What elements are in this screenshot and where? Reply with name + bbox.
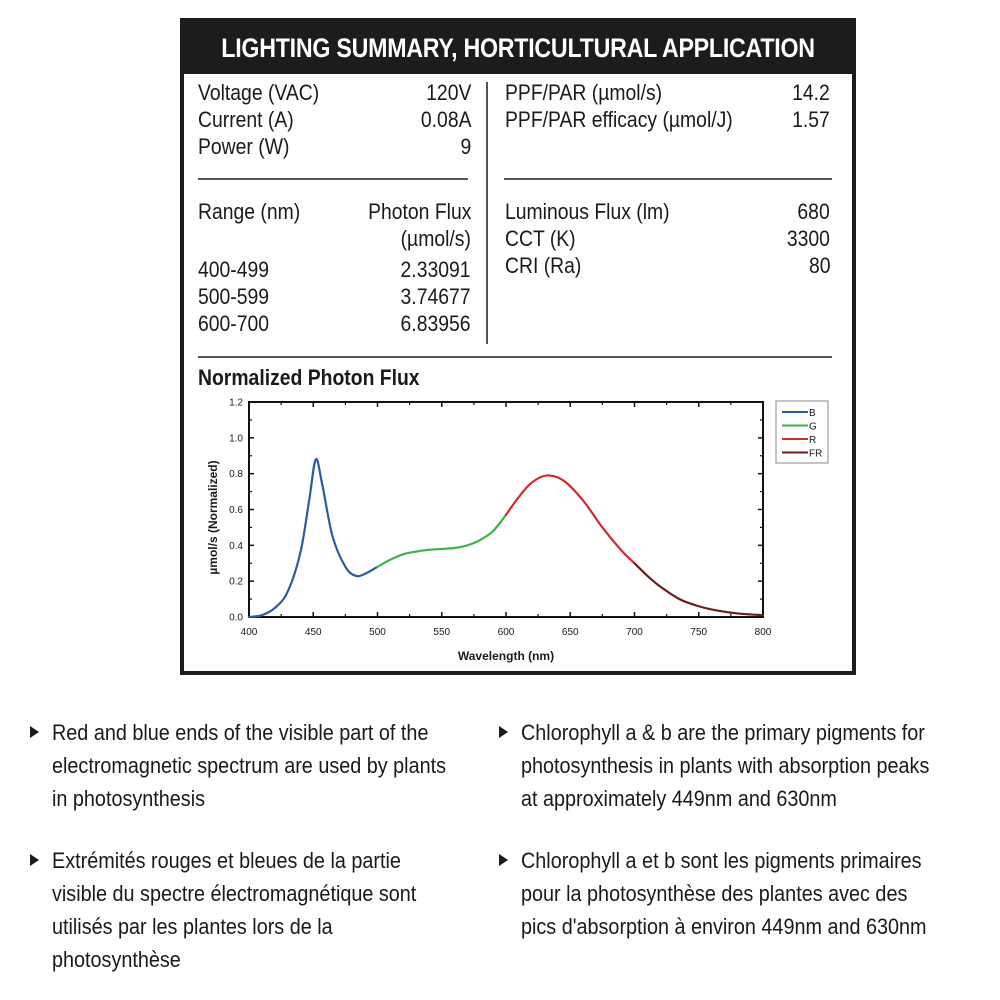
- ppf-efficacy-label: PPF/PAR efficacy (µmol/J): [505, 107, 733, 132]
- flux-row-1: 2.33091: [401, 257, 471, 282]
- divider-chart: [198, 356, 832, 358]
- voltage-label: Voltage (VAC): [198, 80, 320, 105]
- title-bar: LIGHTING SUMMARY, HORTICULTURAL APPLICAT…: [184, 22, 852, 74]
- column-divider: [486, 82, 488, 344]
- voltage-value: 120V: [425, 80, 471, 105]
- x-axis-title: Wavelength (nm): [458, 649, 554, 663]
- bullet-en-2: Chlorophyll a & b are the primary pigmen…: [499, 716, 975, 815]
- legend-label-g: G: [809, 422, 817, 433]
- y-tick-label: 0.0: [229, 613, 243, 624]
- bullet-en-1: Red and blue ends of the visible part of…: [30, 716, 490, 815]
- cct-value: 3300: [786, 226, 830, 251]
- x-tick-label: 550: [433, 627, 450, 638]
- ppf-label: PPF/PAR (µmol/s): [505, 80, 663, 105]
- series-line-fr: [633, 562, 765, 617]
- series-line-g: [376, 513, 508, 568]
- legend-label-b: B: [809, 408, 816, 419]
- power-value: 9: [460, 134, 471, 159]
- x-tick-label: 800: [755, 627, 772, 638]
- y-axis-title: µmol/s (Normalized): [206, 460, 220, 574]
- y-tick-label: 0.2: [229, 577, 243, 588]
- x-tick-label: 750: [690, 627, 707, 638]
- bullet-fr-1: Extrémités rouges et bleues de la partie…: [30, 844, 457, 976]
- y-tick-label: 1.0: [229, 433, 243, 444]
- flux-header-unit: (µmol/s): [400, 226, 471, 251]
- flux-row-2: 3.74677: [401, 284, 471, 309]
- divider-left: [198, 178, 468, 180]
- cct-label: CCT (K): [505, 226, 576, 251]
- range-header: Range (nm): [198, 199, 301, 224]
- cri-value: 80: [808, 253, 830, 278]
- luminous-flux-value: 680: [797, 199, 830, 224]
- bullet-fr-2: Chlorophyll a et b sont les pigments pri…: [499, 844, 972, 943]
- flux-header: Photon Flux: [367, 199, 471, 224]
- bullet-arrow-icon: [30, 854, 39, 866]
- series-line-r: [504, 474, 636, 565]
- current-label: Current (A): [198, 107, 294, 132]
- x-tick-label: 600: [498, 627, 515, 638]
- x-tick-label: 400: [241, 627, 258, 638]
- luminous-flux-label: Luminous Flux (lm): [505, 199, 670, 224]
- x-tick-label: 700: [626, 627, 643, 638]
- current-value: 0.08A: [420, 107, 471, 132]
- cri-label: CRI (Ra): [505, 253, 582, 278]
- y-tick-label: 1.2: [229, 398, 243, 409]
- range-row-3: 600-700: [198, 311, 270, 336]
- y-tick-label: 0.4: [229, 541, 243, 552]
- series-line-b: [247, 458, 379, 619]
- ppf-value: 14.2: [792, 80, 830, 105]
- bullet-arrow-icon: [499, 726, 508, 738]
- lighting-summary-panel: LIGHTING SUMMARY, HORTICULTURAL APPLICAT…: [180, 18, 856, 675]
- panel-title: LIGHTING SUMMARY, HORTICULTURAL APPLICAT…: [221, 32, 815, 63]
- x-tick-label: 500: [369, 627, 386, 638]
- x-tick-label: 650: [562, 627, 579, 638]
- legend-label-fr: FR: [809, 449, 822, 460]
- power-label: Power (W): [198, 134, 290, 159]
- photon-flux-chart: 400 450 500 550 600 650 700 750 800 0.0 0.2 0.4 0.6 0…: [206, 398, 829, 663]
- chart-section-title: Normalized Photon Flux: [198, 365, 420, 390]
- y-tick-label: 0.8: [229, 469, 243, 480]
- range-row-2: 500-599: [198, 284, 270, 309]
- divider-right: [504, 178, 832, 180]
- flux-row-3: 6.83956: [401, 311, 471, 336]
- bullet-arrow-icon: [30, 726, 39, 738]
- bullet-arrow-icon: [499, 854, 508, 866]
- range-row-1: 400-499: [198, 257, 270, 282]
- x-tick-label: 450: [305, 627, 322, 638]
- legend-label-r: R: [809, 435, 816, 446]
- ppf-efficacy-value: 1.57: [792, 107, 830, 132]
- y-tick-label: 0.6: [229, 505, 243, 516]
